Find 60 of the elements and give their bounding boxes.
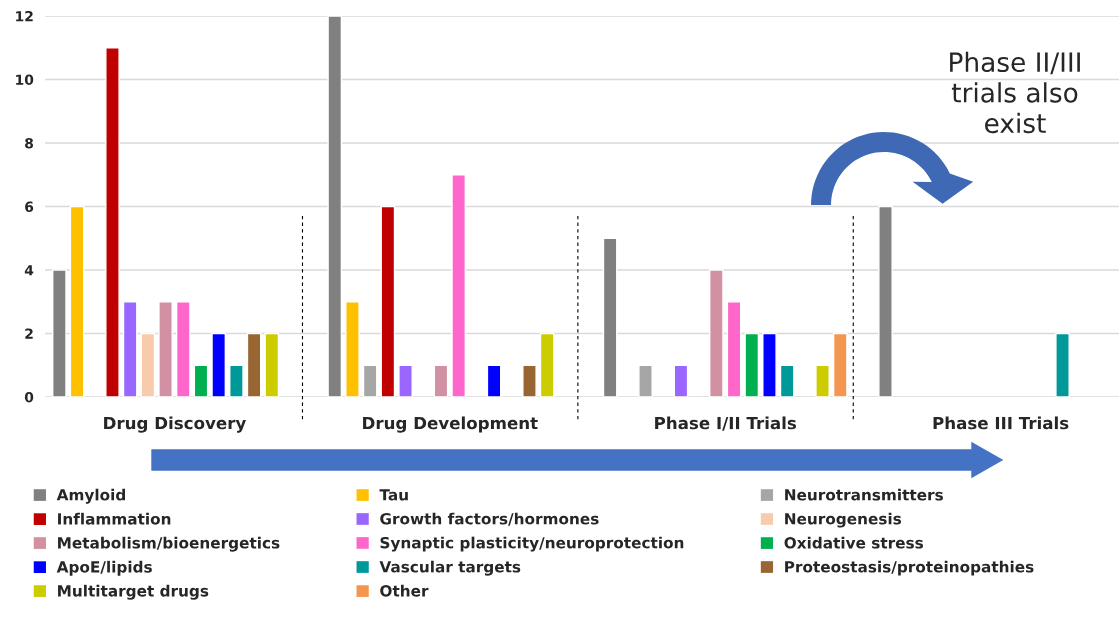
- bar: [398, 364, 413, 397]
- bar: [744, 332, 760, 397]
- y-tick-label: 4: [24, 265, 34, 276]
- bar: [345, 301, 360, 397]
- annotation: Phase II/III trials also exist: [950, 51, 1080, 134]
- bar: [264, 332, 280, 397]
- legend-label: Proteostasis/proteinopathies: [785, 560, 1034, 576]
- bar: [175, 301, 191, 397]
- bar: [122, 301, 138, 397]
- bar: [762, 332, 777, 397]
- y-tick-label: 6: [25, 201, 34, 212]
- legend-label: Inflammation: [58, 512, 171, 525]
- bar: [726, 301, 742, 397]
- legend-label: Neurogenesis: [785, 512, 902, 528]
- bar: [522, 364, 537, 397]
- bar: [709, 269, 724, 397]
- bar: [193, 364, 209, 397]
- bar: [878, 205, 893, 397]
- bar: [327, 16, 343, 397]
- bar: [69, 205, 85, 397]
- y-tick-label: 10: [16, 74, 34, 85]
- x-tick-label: Phase I/II Trials: [655, 416, 797, 431]
- legend-label: Synaptic plasticity/neuroprotection: [380, 536, 684, 552]
- bar: [52, 269, 67, 397]
- y-tick-label: 12: [16, 10, 33, 22]
- bar: [229, 364, 244, 397]
- legend-label: Oxidative stress: [784, 536, 923, 549]
- bar: [815, 364, 830, 397]
- x-tick-label: Drug Discovery: [104, 416, 246, 433]
- bar: [486, 364, 502, 397]
- bar: [433, 364, 449, 397]
- bar: [362, 364, 378, 397]
- legend-label: ApoE/lipids: [56, 560, 152, 576]
- bar: [539, 332, 555, 397]
- bar: [673, 364, 689, 397]
- bar: [246, 332, 262, 397]
- bar: [211, 332, 227, 397]
- bar: [779, 364, 795, 397]
- bar: [105, 47, 120, 397]
- y-tick-label: 0: [24, 391, 34, 403]
- legend-label: Amyloid: [56, 488, 125, 504]
- bar: [638, 364, 653, 397]
- legend-label: Other: [380, 584, 429, 597]
- y-tick-label: 2: [25, 328, 33, 339]
- bar: [158, 301, 173, 397]
- legend-label: Vascular targets: [379, 560, 521, 576]
- bar: [451, 174, 467, 397]
- x-tick-label: Phase III Trials: [933, 416, 1069, 430]
- x-tick-label: Drug Development: [363, 416, 538, 433]
- legend-label: Tau: [379, 489, 408, 501]
- y-tick-label: 8: [25, 137, 34, 149]
- legend-label: Metabolism/bioenergetics: [58, 536, 280, 552]
- bar: [380, 205, 396, 397]
- legend-label: Multitarget drugs: [58, 584, 209, 600]
- legend-label: Neurotransmitters: [785, 488, 943, 501]
- bar: [140, 332, 156, 397]
- legend-label: Growth factors/hormones: [380, 512, 599, 526]
- bar: [1055, 332, 1070, 397]
- bar: [602, 237, 618, 397]
- bar: [832, 332, 848, 397]
